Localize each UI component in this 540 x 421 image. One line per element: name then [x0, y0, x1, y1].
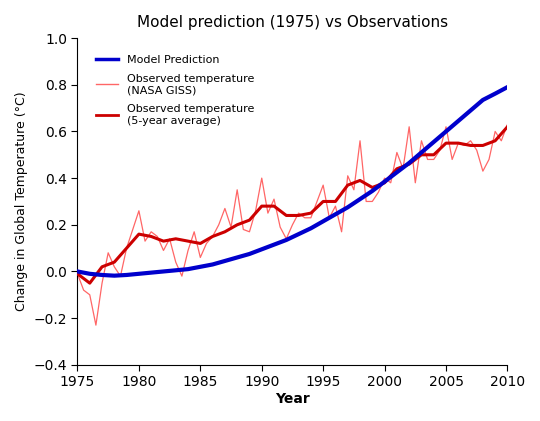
X-axis label: Year: Year — [275, 392, 310, 406]
Title: Model prediction (1975) vs Observations: Model prediction (1975) vs Observations — [137, 15, 448, 30]
Y-axis label: Change in Global Temperature (°C): Change in Global Temperature (°C) — [15, 92, 28, 311]
Legend: Model Prediction, Observed temperature
(NASA GISS), Observed temperature
(5-year: Model Prediction, Observed temperature (… — [92, 50, 259, 130]
